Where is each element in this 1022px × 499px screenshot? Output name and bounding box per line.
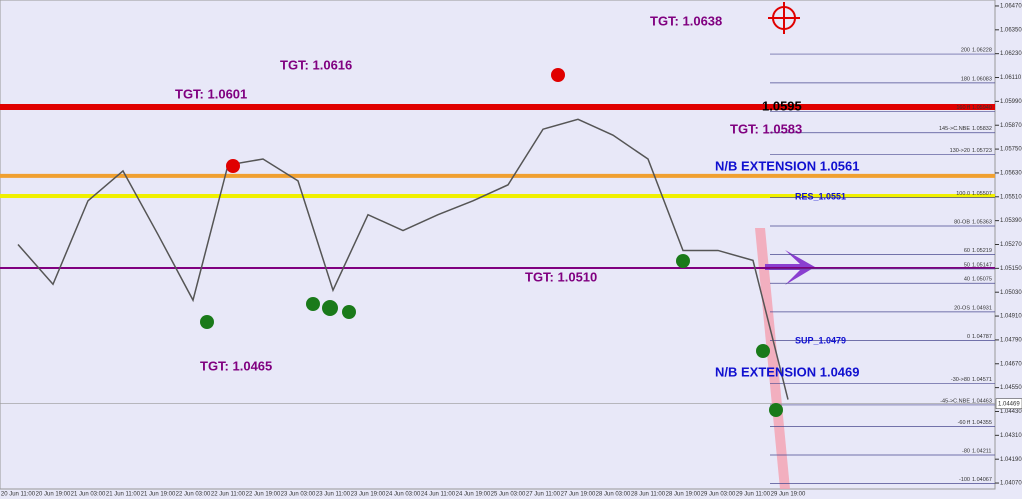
fib-price-label: 1.04571 — [972, 377, 992, 383]
fib-level-label: -80 — [962, 448, 970, 454]
annotation: N/B EXTENSION 1.0469 — [715, 364, 860, 379]
fib-price-label: 1.05147 — [972, 262, 992, 268]
y-tick-label: 1.04910 — [1000, 314, 1022, 320]
fib-price-label: 1.05075 — [972, 277, 992, 283]
fib-level-label: 60 — [964, 248, 970, 254]
x-tick-label: 21 Jun 03:00 — [71, 492, 106, 498]
y-tick-label: 1.04430 — [1000, 409, 1022, 415]
y-tick-label: 1.05150 — [1000, 266, 1022, 272]
y-tick-label: 1.04550 — [1000, 385, 1022, 391]
annotation: N/B EXTENSION 1.0561 — [715, 158, 860, 173]
y-tick-label: 1.06230 — [1000, 51, 1022, 57]
fib-price-label: 1.05363 — [972, 219, 992, 225]
fib-price-label: 1.04931 — [972, 305, 992, 311]
annotation: TGT: 1.0638 — [650, 13, 722, 28]
x-tick-label: 29 Jun 19:00 — [771, 492, 806, 498]
fib-level-label: 200 — [961, 48, 970, 54]
fib-level-label: -100 — [959, 477, 970, 483]
x-tick-label: 20 Jun 19:00 — [36, 492, 71, 498]
fib-level-label: 130->20 — [950, 148, 970, 154]
fib-price-label: 1.05507 — [972, 191, 992, 197]
x-tick-label: 21 Jun 19:00 — [141, 492, 176, 498]
fib-level-label: 145->C.NBE — [939, 126, 970, 132]
annotation: 1.0595 — [762, 98, 802, 113]
y-tick-label: 1.05270 — [1000, 242, 1022, 248]
y-tick-label: 1.06470 — [1000, 4, 1022, 10]
target-icon — [768, 2, 800, 34]
fib-level-label: 50 — [964, 262, 970, 268]
plot-area — [0, 0, 996, 490]
x-tick-label: 28 Jun 03:00 — [596, 492, 631, 498]
x-tick-label: 23 Jun 19:00 — [351, 492, 386, 498]
annotation: TGT: 1.0601 — [175, 86, 247, 101]
y-tick-label: 1.05630 — [1000, 171, 1022, 177]
fib-price-label: 1.04787 — [972, 334, 992, 340]
x-tick-label: 21 Jun 11:00 — [106, 492, 141, 498]
fib-price-label: 1.05723 — [972, 148, 992, 154]
fib-price-label: 1.05219 — [972, 248, 992, 254]
fib-price-label: 1.06228 — [972, 48, 992, 54]
price-line — [17, 118, 789, 400]
x-tick-label: 28 Jun 19:00 — [666, 492, 701, 498]
annotation: TGT: 1.0465 — [200, 358, 272, 373]
x-tick-label: 25 Jun 03:00 — [491, 492, 526, 498]
fib-level-label: -60 ff — [958, 420, 971, 426]
y-tick-label: 1.04310 — [1000, 433, 1022, 439]
y-tick-label: 1.05030 — [1000, 290, 1022, 296]
fib-price-label: 1.05832 — [972, 126, 992, 132]
current-price-label: 1.04469 — [998, 401, 1020, 407]
fib-level-label: 100.0 — [956, 191, 970, 197]
x-tick-label: 22 Jun 19:00 — [246, 492, 281, 498]
y-tick-label: 1.04790 — [1000, 337, 1022, 343]
x-tick-label: 27 Jun 19:00 — [561, 492, 596, 498]
annotation: SUP_1.0479 — [795, 335, 846, 345]
annotation: TGT: 1.0583 — [730, 121, 802, 136]
y-tick-label: 1.06350 — [1000, 27, 1022, 33]
y-tick-label: 1.05870 — [1000, 123, 1022, 129]
x-tick-label: 22 Jun 03:00 — [176, 492, 211, 498]
x-tick-label: 28 Jun 11:00 — [631, 492, 666, 498]
x-tick-label: 24 Jun 03:00 — [386, 492, 421, 498]
x-tick-label: 24 Jun 19:00 — [456, 492, 491, 498]
fib-price-label: 1.04463 — [972, 398, 992, 404]
y-tick-label: 1.05750 — [1000, 147, 1022, 153]
trend-channel — [755, 228, 790, 489]
x-tick-label: 29 Jun 03:00 — [701, 492, 736, 498]
x-tick-label: 23 Jun 11:00 — [316, 492, 351, 498]
x-tick-label: 23 Jun 03:00 — [281, 492, 316, 498]
fib-price-label: 1.04067 — [972, 477, 992, 483]
x-tick-label: 27 Jun 11:00 — [526, 492, 561, 498]
fib-price-label: 1.04355 — [972, 420, 992, 426]
y-tick-label: 1.06110 — [1000, 75, 1022, 81]
annotation: TGT: 1.0616 — [280, 57, 352, 72]
y-tick-label: 1.04670 — [1000, 361, 1022, 367]
fib-price-label: 1.06083 — [972, 76, 992, 82]
fib-level-label: -30->80 — [951, 377, 970, 383]
current-price-box — [995, 398, 1022, 409]
x-tick-label: 20 Jun 11:00 — [1, 492, 36, 498]
y-tick-label: 1.04070 — [1000, 481, 1022, 487]
fib-level-label: 180 — [961, 76, 970, 82]
fib-level-label: 80-OB — [954, 219, 970, 225]
fib-level-label: -45->C.NBE — [940, 398, 970, 404]
annotation: TGT: 1.0510 — [525, 269, 597, 284]
fib-level-label: 20-OS — [954, 305, 970, 311]
annotation: RES_1.0551 — [795, 191, 846, 201]
y-tick-label: 1.04190 — [1000, 457, 1022, 463]
fib-level-label: 0 — [967, 334, 970, 340]
y-tick-label: 1.05390 — [1000, 218, 1022, 224]
fib-price-label: 1.04211 — [972, 448, 991, 454]
x-tick-label: 24 Jun 11:00 — [421, 492, 456, 498]
fib-price-label: 1.05940 — [972, 105, 992, 111]
fib-level-label: 160 ff — [956, 105, 970, 111]
y-tick-label: 1.05990 — [1000, 99, 1022, 105]
x-tick-label: 29 Jun 11:00 — [736, 492, 771, 498]
y-tick-label: 1.05510 — [1000, 194, 1022, 200]
fib-level-label: 40 — [964, 277, 970, 283]
markers — [200, 68, 783, 417]
x-tick-label: 22 Jun 11:00 — [211, 492, 246, 498]
